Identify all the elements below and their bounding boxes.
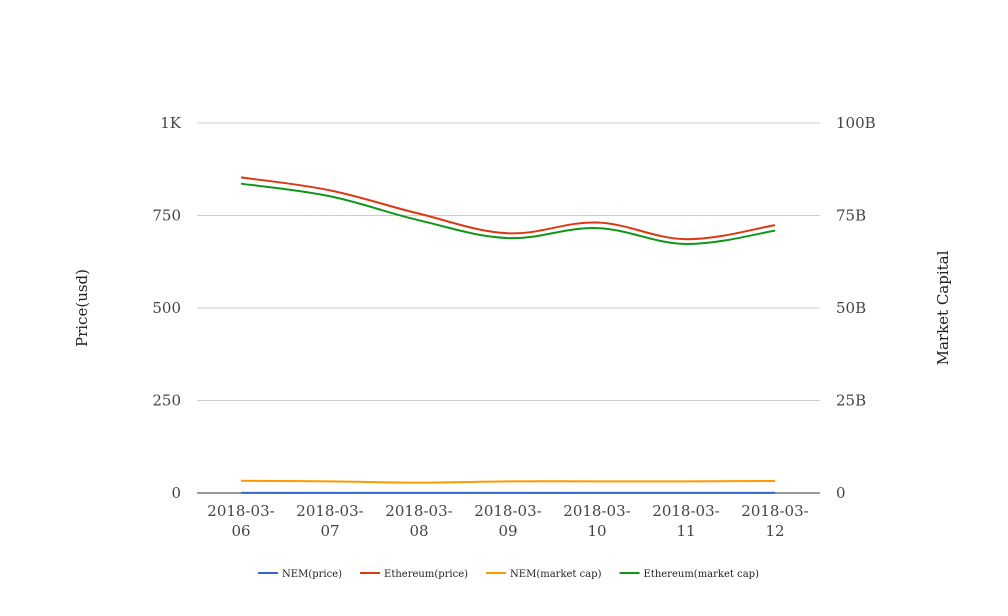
x-axis-ticks: 2018-03-06 2018-03-07 2018-03-08 2018-03-09…	[207, 502, 808, 540]
legend-label: NEM(market cap)	[510, 569, 602, 580]
right-tick-label: 0	[836, 484, 846, 502]
series-line-ethereum-market-cap	[240, 182, 776, 245]
left-tick-label: 500	[152, 299, 181, 317]
right-axis-ticks: 0 25B 50B 75B 100B	[836, 114, 876, 502]
left-tick-label: 250	[152, 392, 181, 410]
legend-item[interactable]: Ethereum(price)	[360, 569, 468, 580]
right-tick-label: 50B	[836, 299, 866, 317]
x-tick-label: 2018-03-10	[563, 502, 630, 540]
left-tick-label: 750	[152, 207, 181, 225]
x-tick-label: 2018-03-09	[474, 502, 541, 540]
x-tick-label: 2018-03-11	[652, 502, 719, 540]
series-line-nem-market-cap	[240, 479, 776, 484]
left-axis-title: Price(usd)	[73, 269, 91, 347]
x-tick-label: 2018-03-08	[385, 502, 452, 540]
legend-item[interactable]: NEM(price)	[258, 569, 342, 580]
legend-label: NEM(price)	[282, 569, 342, 580]
legend-item[interactable]: NEM(market cap)	[486, 569, 602, 580]
right-axis-title: Market Capital	[934, 250, 952, 365]
right-tick-label: 100B	[836, 114, 876, 132]
legend-label: Ethereum(market cap)	[644, 569, 760, 580]
legend: NEM(price) Ethereum(price) NEM(market cap)…	[258, 569, 759, 580]
legend-label: Ethereum(price)	[384, 569, 468, 580]
left-tick-label: 1K	[160, 114, 182, 132]
gridlines	[197, 122, 820, 401]
right-tick-label: 25B	[836, 392, 866, 410]
left-axis-ticks: 0 250 500 750 1K	[152, 114, 181, 502]
left-tick-label: 0	[171, 484, 181, 502]
series-line-ethereum-price	[240, 176, 776, 241]
x-tick-label: 2018-03-12	[741, 502, 808, 540]
legend-item[interactable]: Ethereum(market cap)	[619, 569, 760, 580]
right-tick-label: 75B	[836, 207, 866, 225]
x-tick-label: 2018-03-07	[296, 502, 363, 540]
x-tick-label: 2018-03-06	[207, 502, 274, 540]
series-layer	[240, 176, 776, 494]
